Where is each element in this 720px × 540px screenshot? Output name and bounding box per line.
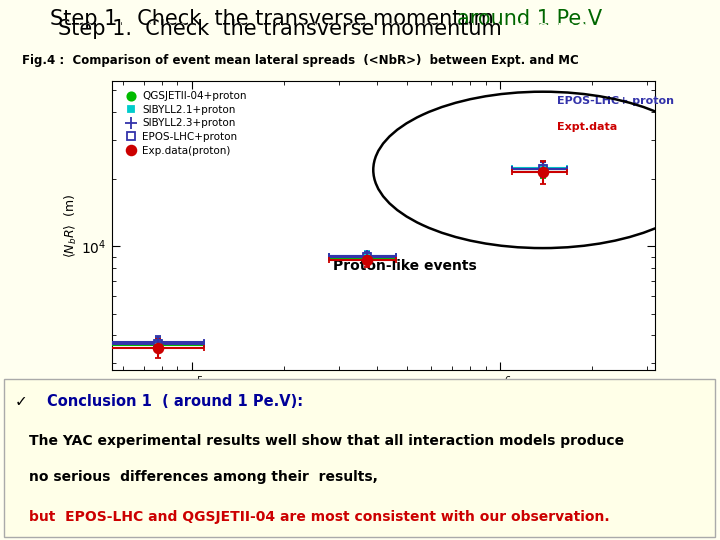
Text: Conclusion 1  ( around 1 Pe.V):: Conclusion 1 ( around 1 Pe.V): xyxy=(47,394,303,409)
Text: Step 1.  Check  the transverse momentum: Step 1. Check the transverse momentum xyxy=(50,9,508,30)
Text: but  EPOS-LHC and QGSJETII-04 are most consistent with our observation.: but EPOS-LHC and QGSJETII-04 are most co… xyxy=(29,510,609,524)
Text: EPOS-LHC+ proton: EPOS-LHC+ proton xyxy=(557,96,675,106)
Text: Step 1.  Check  the transverse momentum  around 1 Pe.V: Step 1. Check the transverse momentum ar… xyxy=(58,19,660,39)
Text: The YAC experimental results well show that all interaction models produce: The YAC experimental results well show t… xyxy=(29,434,624,448)
Y-axis label: $\langle N_b R \rangle$  (m): $\langle N_b R \rangle$ (m) xyxy=(63,193,78,258)
Text: Step 1.  Check  the transverse momentum  around 1 Pe.V: Step 1. Check the transverse momentum ar… xyxy=(59,19,661,39)
Text: Proton-like events: Proton-like events xyxy=(333,259,477,273)
Text: no serious  differences among their  results,: no serious differences among their resul… xyxy=(29,470,378,484)
FancyBboxPatch shape xyxy=(4,380,715,537)
Text: around 1 Pe.V: around 1 Pe.V xyxy=(457,9,603,30)
X-axis label: SumNb: SumNb xyxy=(353,396,414,411)
Text: Step 1.  Check  the transverse momentum: Step 1. Check the transverse momentum xyxy=(58,19,515,39)
Text: Expt.data: Expt.data xyxy=(557,122,618,132)
Text: ✓: ✓ xyxy=(14,394,27,409)
Legend: QGSJETII-04+proton, SIBYLL2.1+proton, SIBYLL2.3+proton, EPOS-LHC+proton, Exp.dat: QGSJETII-04+proton, SIBYLL2.1+proton, SI… xyxy=(122,89,248,158)
Text: Fig.4 :  Comparison of event mean lateral spreads  (<NbR>)  between Expt. and MC: Fig.4 : Comparison of event mean lateral… xyxy=(22,54,578,68)
